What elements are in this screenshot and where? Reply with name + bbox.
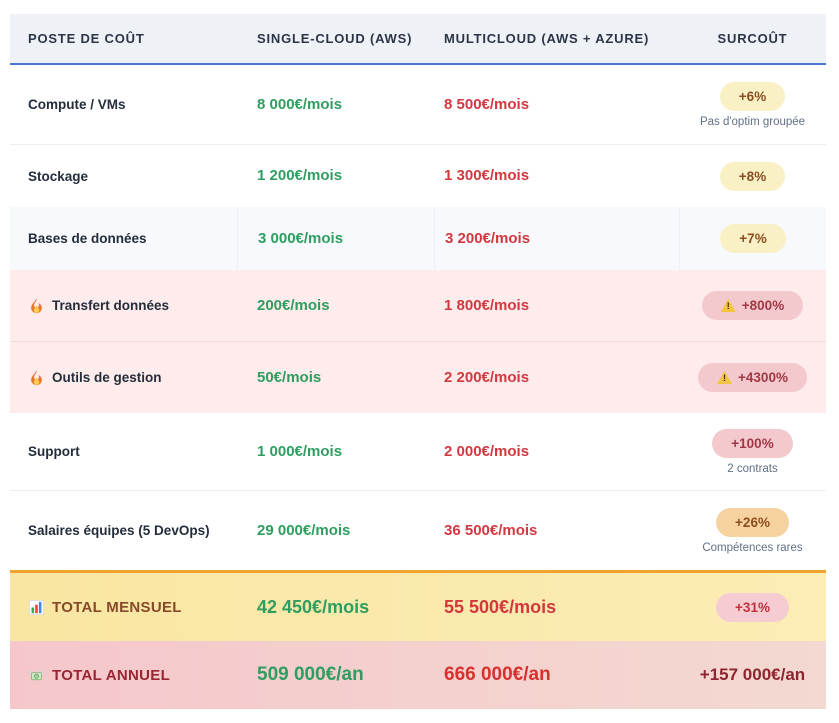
single-cloud-value: 50€/mois <box>257 368 322 386</box>
multicloud-value: 8 500€/mois <box>444 95 530 113</box>
table-row: Stockage 1 200€/mois 1 300€/mois +8% <box>10 145 826 207</box>
header-surcout: SURCOÛT <box>717 31 788 46</box>
badge-text: +800% <box>741 298 785 313</box>
surcharge-badge: +8% <box>719 161 786 191</box>
multicloud-value: 36 500€/mois <box>444 521 538 539</box>
single-cloud-value: 200€/mois <box>257 296 330 314</box>
multicloud-value: 1 800€/mois <box>444 296 530 314</box>
surcharge-badge: +100% <box>712 428 793 458</box>
surcharge-note: Pas d'optim groupée <box>699 115 806 128</box>
surcharge-badge: +26% <box>716 507 789 537</box>
single-cloud-value: 29 000€/mois <box>257 521 351 539</box>
table-row: Bases de données 3 000€/mois 3 200€/mois… <box>10 207 826 270</box>
badge-text: +100% <box>731 435 774 451</box>
total-monthly-single: 42 450€/mois <box>257 596 370 617</box>
single-cloud-value: 1 000€/mois <box>257 442 343 460</box>
surcharge-badge: ! +4300% <box>698 363 807 392</box>
single-cloud-value: 3 000€/mois <box>258 230 344 247</box>
surcharge-note: 2 contrats <box>727 462 778 475</box>
single-cloud-value: 1 200€/mois <box>257 167 343 184</box>
total-annual-single: 509 000€/an <box>257 664 364 685</box>
table-row: Transfert données 200€/mois 1 800€/mois … <box>10 270 826 342</box>
surcharge-badge: ! +800% <box>701 291 804 320</box>
bar-chart-icon <box>29 599 44 615</box>
table-row: Support 1 000€/mois 2 000€/mois +100% 2 … <box>10 413 826 491</box>
money-wings-icon <box>29 670 44 680</box>
table-row: Outils de gestion 50€/mois 2 200€/mois !… <box>10 342 826 413</box>
header-single-cloud: SINGLE-CLOUD (AWS) <box>257 31 413 46</box>
row-label: Salaires équipes (5 DevOps) <box>28 523 210 538</box>
fire-icon <box>31 370 42 386</box>
badge-text: +7% <box>739 231 767 246</box>
cost-comparison-table: POSTE DE COÛT SINGLE-CLOUD (AWS) MULTICL… <box>10 14 826 709</box>
table-row: Salaires équipes (5 DevOps) 29 000€/mois… <box>10 491 826 570</box>
row-label: Bases de données <box>28 231 147 246</box>
badge-text: +31% <box>735 599 770 615</box>
total-annual-surcharge: +157 000€/an <box>699 665 806 684</box>
badge-text: +26% <box>735 514 770 530</box>
header-multicloud: MULTICLOUD (AWS + AZURE) <box>444 31 650 46</box>
total-annual-row: TOTAL ANNUEL 509 000€/an 666 000€/an +15… <box>10 641 826 709</box>
warning-icon: ! <box>717 371 733 384</box>
total-monthly-multi: 55 500€/mois <box>444 596 557 617</box>
fire-icon <box>31 298 42 314</box>
total-monthly-row: TOTAL MENSUEL 42 450€/mois 55 500€/mois … <box>10 570 826 641</box>
row-label: Compute / VMs <box>28 97 126 112</box>
row-label: Support <box>28 444 80 459</box>
table-header-row: POSTE DE COÛT SINGLE-CLOUD (AWS) MULTICL… <box>10 14 826 65</box>
surcharge-note: Compétences rares <box>702 541 803 554</box>
total-annual-multi: 666 000€/an <box>444 664 551 685</box>
badge-text: +6% <box>738 88 767 104</box>
single-cloud-value: 8 000€/mois <box>257 95 343 113</box>
total-monthly-label: TOTAL MENSUEL <box>52 598 182 616</box>
row-label: Stockage <box>28 168 89 184</box>
row-label: Outils de gestion <box>52 370 162 385</box>
multicloud-value: 2 000€/mois <box>444 442 530 460</box>
surcharge-badge: +31% <box>716 592 789 622</box>
multicloud-value: 1 300€/mois <box>444 167 530 184</box>
multicloud-value: 3 200€/mois <box>445 230 531 247</box>
multicloud-value: 2 200€/mois <box>444 368 530 386</box>
header-poste-de-cout: POSTE DE COÛT <box>28 31 145 46</box>
badge-text: +4300% <box>738 370 788 385</box>
total-annual-label: TOTAL ANNUEL <box>52 666 171 684</box>
surcharge-badge: +6% <box>719 81 786 111</box>
row-label: Transfert données <box>52 298 170 313</box>
warning-icon: ! <box>720 299 736 312</box>
surcharge-badge: +7% <box>720 224 786 253</box>
badge-text: +8% <box>738 168 767 184</box>
table-row: Compute / VMs 8 000€/mois 8 500€/mois +6… <box>10 65 826 145</box>
